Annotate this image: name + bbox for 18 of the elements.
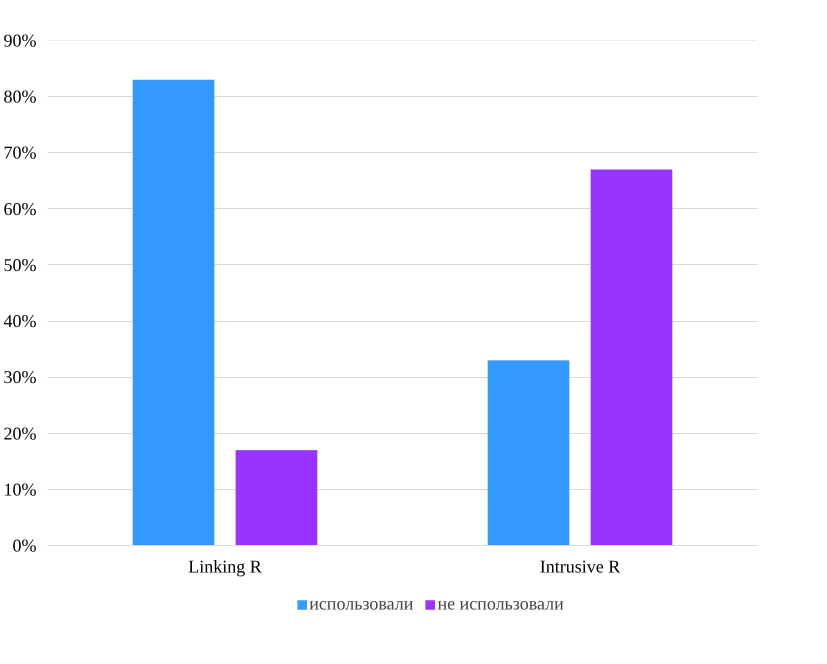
y-tick-label: 40% — [4, 311, 37, 332]
bar — [488, 360, 570, 546]
y-tick-label: 60% — [4, 198, 37, 219]
y-tick-label: 90% — [4, 30, 37, 50]
bar — [590, 170, 672, 546]
y-tick-label: 70% — [4, 142, 37, 163]
x-tick-label: Linking R — [188, 556, 262, 576]
y-tick-label: 50% — [4, 254, 37, 275]
y-tick-label: 80% — [4, 86, 37, 107]
y-tick-label: 0% — [12, 536, 37, 556]
bar — [236, 450, 318, 546]
legend-label: не использовали — [437, 594, 564, 614]
y-tick-label: 20% — [4, 423, 37, 444]
y-tick-label: 30% — [4, 367, 37, 388]
y-tick-label: 10% — [4, 479, 37, 500]
x-tick-label: Intrusive R — [540, 556, 620, 576]
bar — [132, 80, 214, 546]
legend-label: использовали — [309, 594, 414, 614]
